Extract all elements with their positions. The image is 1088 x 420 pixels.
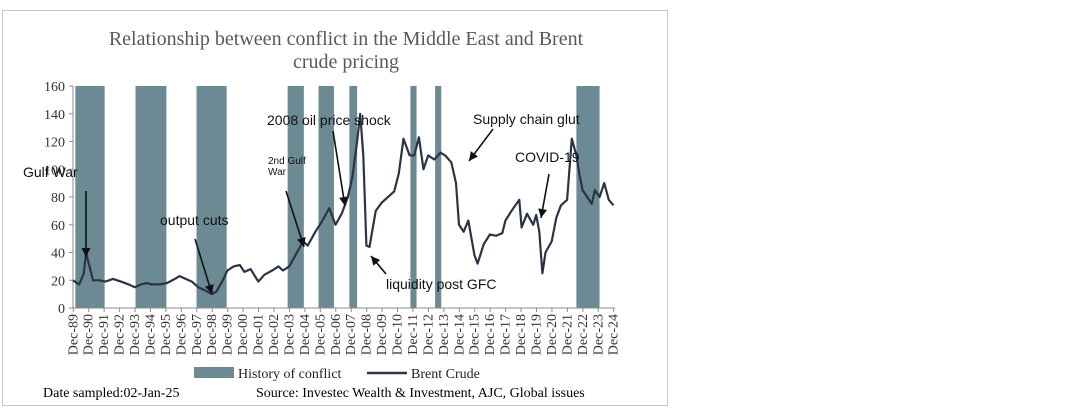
x-tick-label: Dec-22 xyxy=(576,314,591,355)
brent-conflict-chart: Relationship between conflict in the Mid… xyxy=(23,28,622,401)
x-tick-label: Dec-04 xyxy=(298,314,313,355)
conflict-band-6 xyxy=(349,86,358,308)
annotation-label: Gulf War xyxy=(23,164,78,180)
conflict-band-7 xyxy=(410,86,417,308)
y-tick-label: 80 xyxy=(51,191,65,206)
annotation-arrow-line xyxy=(332,130,346,207)
x-tick-label: Dec-89 xyxy=(66,314,81,355)
legend-label-brent: Brent Crude xyxy=(411,367,480,382)
conflict-band-4 xyxy=(287,86,304,308)
annotation-label: liquidity post GFC xyxy=(386,276,496,292)
x-tick-label: Dec-16 xyxy=(483,314,498,355)
x-tick-label: Dec-21 xyxy=(560,314,575,355)
x-tick-label: Dec-93 xyxy=(128,314,143,355)
legend-swatch-conflict xyxy=(194,367,234,378)
x-tick-label: Dec-15 xyxy=(468,314,483,355)
annotation-label: 2nd Gulf xyxy=(268,156,306,167)
annotation-arrow-head xyxy=(469,151,478,161)
annotation-5: liquidity post GFC xyxy=(370,255,496,292)
x-tick-label: Dec-09 xyxy=(375,314,390,355)
annotation-label: 2008 oil price shock xyxy=(267,112,392,128)
x-tick-label: Dec-07 xyxy=(344,314,359,355)
y-tick-label: 140 xyxy=(44,108,65,123)
y-tick-label: 120 xyxy=(44,136,65,151)
x-tick-label: Dec-10 xyxy=(391,314,406,355)
x-tick-label: Dec-95 xyxy=(159,314,174,355)
annotation-arrow-head xyxy=(371,256,381,266)
x-tick-label: Dec-17 xyxy=(499,314,514,355)
y-tick-label: 40 xyxy=(51,247,65,262)
conflict-band-5 xyxy=(318,86,334,308)
annotation-label: Supply chain glut xyxy=(473,111,580,127)
annotation-arrow-line xyxy=(194,238,213,295)
conflict-band-2 xyxy=(135,86,167,308)
x-tick-label: Dec-96 xyxy=(174,314,189,355)
series-line-brent-crude xyxy=(72,112,615,296)
annotation-arrow-head xyxy=(81,248,91,257)
y-tick-labels: 0 20 40 60 80 100 120 140 160 xyxy=(44,80,65,317)
y-tick-label: 160 xyxy=(44,80,65,95)
annotation-arrow-head xyxy=(296,237,306,247)
annotation-6: Supply chain glut xyxy=(468,111,580,162)
x-tick-label: Dec-20 xyxy=(545,314,560,355)
annotation-label: War xyxy=(268,167,287,178)
y-tick-label: 20 xyxy=(51,274,65,289)
annotation-arrow-line xyxy=(285,190,305,248)
chart-title-line-2: crude pricing xyxy=(293,51,399,73)
x-tick-label: Dec-00 xyxy=(236,314,251,355)
annotation-2: output cuts xyxy=(160,212,229,295)
x-tick-label: Dec-08 xyxy=(360,314,375,355)
x-tick-label: Dec-97 xyxy=(190,314,205,355)
annotation-label: COVID-19 xyxy=(515,149,580,165)
x-tick-label: Dec-01 xyxy=(252,314,267,355)
annotation-arrow-head xyxy=(538,208,548,218)
x-tick-label: Dec-12 xyxy=(421,314,436,355)
annotation-4: 2008 oil price shock xyxy=(267,112,392,207)
footer-date: Date sampled:02-Jan-25 xyxy=(43,386,179,401)
y-tick-label: 0 xyxy=(58,302,65,317)
x-tick-label: Dec-24 xyxy=(607,314,622,355)
x-tick-label: Dec-98 xyxy=(205,314,220,355)
axes xyxy=(69,85,615,312)
x-tick-label: Dec-14 xyxy=(452,314,467,355)
y-tick-label: 60 xyxy=(51,219,65,234)
x-tick-label: Dec-13 xyxy=(437,314,452,355)
annotation-arrow-head xyxy=(205,284,214,294)
legend: History of conflict Brent Crude xyxy=(194,367,480,382)
x-tick-label: Dec-19 xyxy=(530,314,545,355)
y-tick-label: 100 xyxy=(44,163,65,178)
x-tick-label: Dec-03 xyxy=(282,314,297,355)
x-tick-labels: Dec-89 Dec-90 Dec-91 Dec-92 Dec-93 Dec-94 Dec-… xyxy=(66,314,621,355)
conflict-band-8 xyxy=(435,86,442,308)
annotation-1: Gulf War xyxy=(23,164,91,257)
x-tick-label: Dec-23 xyxy=(591,314,606,355)
footer-source: Source: Investec Wealth & Investment, AJ… xyxy=(256,386,585,401)
conflict-band-3 xyxy=(196,86,227,308)
annotation-label: output cuts xyxy=(160,212,229,228)
x-tick-label: Dec-92 xyxy=(113,314,128,355)
legend-label-conflict: History of conflict xyxy=(238,367,342,382)
annotation-arrow-head xyxy=(339,196,349,206)
x-tick-label: Dec-91 xyxy=(97,314,112,355)
x-tick-label: Dec-02 xyxy=(267,314,282,355)
x-tick-label: Dec-94 xyxy=(143,314,158,355)
x-tick-label: Dec-18 xyxy=(514,314,529,355)
chart-frame: Relationship between conflict in the Mid… xyxy=(2,10,668,406)
x-tick-label: Dec-99 xyxy=(221,314,236,355)
annotation-7: COVID-19 xyxy=(515,149,580,219)
chart-title-line-1: Relationship between conflict in the Mid… xyxy=(109,28,584,50)
x-tick-label: Dec-90 xyxy=(82,314,97,355)
x-tick-label: Dec-05 xyxy=(313,314,328,355)
x-tick-label: Dec-11 xyxy=(406,314,421,355)
x-tick-label: Dec-06 xyxy=(329,314,344,355)
conflict-band-1 xyxy=(75,86,105,308)
